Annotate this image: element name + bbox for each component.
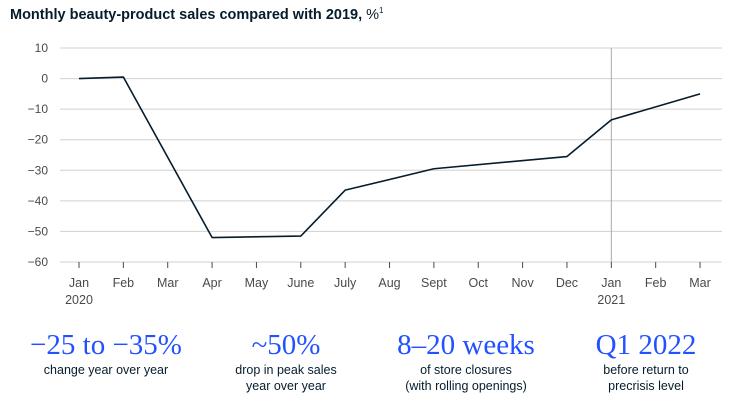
x-tick-label: Nov [511, 276, 534, 290]
stat-value: −25 to −35% [30, 329, 182, 361]
stat-store-closures: 8–20 weeks of store closures (with rolli… [376, 328, 556, 394]
x-tick-label: Dec [556, 276, 578, 290]
x-year-label: 2020 [65, 293, 93, 307]
x-tick-label: Mar [157, 276, 179, 290]
chart-title-text: Monthly beauty-product sales compared wi… [10, 6, 363, 23]
x-tick-label: Mar [689, 276, 711, 290]
stat-desc-line: year over year [246, 379, 326, 393]
stat-desc-line: before return to [603, 363, 689, 377]
x-tick-label: Aug [378, 276, 400, 290]
stat-desc-line: precrisis level [608, 379, 684, 393]
y-tick-label: −50 [28, 224, 49, 238]
stat-value: 8–20 weeks [397, 329, 535, 361]
x-tick-label: June [287, 276, 314, 290]
stat-desc-line: drop in peak sales [235, 363, 337, 377]
x-tick-label: Jan [69, 276, 89, 290]
stat-value: ~50% [251, 329, 321, 361]
x-year-label: 2021 [597, 293, 625, 307]
stat-desc-line: change year over year [43, 363, 169, 377]
y-tick-label: 10 [35, 41, 49, 55]
stat-peak-drop: ~50% drop in peak sales year over year [196, 328, 376, 394]
x-tick-label: July [334, 276, 357, 290]
y-tick-label: −60 [28, 255, 49, 269]
series-line [78, 76, 701, 239]
x-tick-label: Sept [421, 276, 447, 290]
stat-value: Q1 2022 [595, 329, 697, 361]
chart-title-unit: % [366, 6, 380, 23]
x-tick-label: Feb [645, 276, 667, 290]
stat-change-yoy: −25 to −35% change year over year [16, 328, 196, 378]
x-tick-label: May [245, 276, 269, 290]
chart-title-footnote: 1 [379, 6, 384, 15]
y-tick-label: 0 [41, 72, 48, 86]
y-tick-label: −30 [28, 163, 49, 177]
x-tick-label: Apr [202, 276, 221, 290]
stat-desc-line: (with rolling openings) [405, 379, 527, 393]
y-tick-label: −40 [28, 194, 49, 208]
x-tick-label: Feb [113, 276, 135, 290]
line-chart: 10 0 −10 −20 −30 −40 −50 −60 Jan Feb Mar Apr May June… [28, 41, 722, 307]
chart-title: Monthly beauty-product sales compared wi… [10, 6, 384, 23]
y-tick-label: −20 [28, 133, 49, 147]
stat-return-precrisis: Q1 2022 before return to precrisis level [556, 328, 736, 394]
x-tick-label: Oct [469, 276, 489, 290]
x-tick-label: Jan [601, 276, 621, 290]
y-tick-label: −10 [28, 102, 49, 116]
stat-desc-line: of store closures [420, 363, 512, 377]
